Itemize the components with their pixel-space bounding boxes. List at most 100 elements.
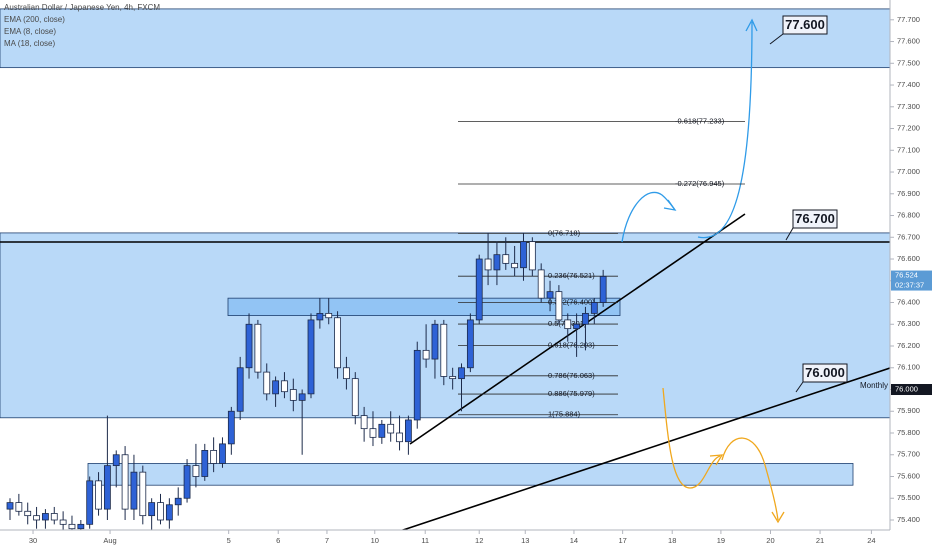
candle-body (219, 443, 226, 464)
candle-body (564, 319, 572, 330)
candle-body (440, 323, 448, 377)
x-tick-label: 17 (618, 536, 626, 545)
candle-body (15, 502, 23, 512)
monthly-price-label: 76.000 (895, 384, 918, 393)
x-tick-label: 11 (421, 536, 429, 545)
indicator-label: MA (18, close) (4, 39, 55, 48)
callout: 77.600 (785, 17, 825, 32)
candle-body (590, 302, 598, 314)
candle-body (59, 519, 67, 525)
time-axis (0, 530, 932, 550)
zone (0, 8, 891, 69)
zone (87, 463, 854, 486)
y-tick-label: 77.100 (897, 145, 920, 154)
callout: 76.700 (795, 211, 835, 226)
candle-body (130, 471, 138, 510)
callout-pointer (785, 227, 794, 241)
y-tick-label: 77.400 (897, 80, 920, 89)
candle-body (387, 423, 395, 434)
candle-body (325, 312, 333, 319)
candle-body (245, 323, 253, 369)
y-tick-label: 77.600 (897, 37, 920, 46)
candle-body (192, 465, 200, 477)
fib-label: 0.886(75.979) (548, 389, 595, 398)
candle-body (404, 419, 412, 443)
candle-body (422, 349, 430, 360)
x-tick-label: 19 (717, 536, 725, 545)
candle-body (466, 319, 474, 369)
candle-body (42, 513, 49, 521)
candle-body (148, 502, 156, 517)
candle-body (33, 515, 40, 521)
candle-body (582, 312, 589, 325)
y-tick-label: 76.600 (897, 254, 920, 263)
y-tick-label: 77.500 (897, 58, 920, 67)
arrow-head (663, 199, 677, 211)
candle-body (511, 262, 519, 269)
x-tick-label: 14 (570, 536, 578, 545)
candle-body (201, 450, 209, 477)
y-tick-label: 76.800 (897, 211, 920, 220)
candle-body (50, 513, 58, 521)
y-tick-label: 77.200 (897, 124, 920, 133)
candle-body (236, 367, 244, 412)
x-tick-label: 20 (766, 536, 774, 545)
y-tick-label: 75.500 (897, 493, 920, 502)
candle-body (210, 450, 218, 464)
x-tick-label: 5 (227, 536, 231, 545)
candle-body (24, 510, 32, 517)
chart-title: Australian Dollar / Japanese Yen, 4h, FX… (4, 3, 160, 12)
x-tick-label: 18 (668, 536, 676, 545)
x-tick-label: 24 (867, 536, 875, 545)
candle-body (77, 523, 85, 530)
candle-body (431, 323, 439, 360)
fib-label: 0(76.718) (548, 228, 581, 237)
candle-body (174, 497, 182, 506)
candle-body (475, 258, 483, 321)
candle-body (112, 454, 120, 467)
x-tick-label: 7 (325, 536, 329, 545)
candle-body (378, 423, 386, 438)
candle-body (165, 504, 173, 521)
y-tick-label: 76.300 (897, 319, 920, 328)
fib-label: -0.272(76.945) (675, 179, 725, 188)
arrow-head (745, 18, 758, 32)
candle-body (139, 471, 147, 517)
candle-body (458, 367, 465, 380)
callout-box (792, 209, 838, 229)
candle-body (316, 312, 324, 321)
candle-body (502, 254, 510, 264)
candle-body (555, 291, 563, 321)
candle-body (183, 465, 191, 499)
orange-path (662, 387, 721, 489)
candle-body (396, 432, 403, 443)
candle-body (86, 480, 94, 525)
candle-body (528, 241, 536, 271)
candle-body (263, 371, 271, 395)
candle-body (298, 393, 306, 401)
y-tick-label: 75.800 (897, 428, 920, 437)
x-tick-label: 30 (29, 536, 37, 545)
monthly-label: Monthly (860, 381, 888, 390)
candle-body (369, 428, 377, 438)
fib-label: 1(75.884) (548, 410, 581, 419)
y-tick-label: 75.900 (897, 406, 920, 415)
candle-body (121, 454, 129, 510)
candle-body (289, 389, 297, 401)
candle-body (6, 502, 14, 510)
candle-body (272, 380, 279, 395)
y-tick-label: 76.900 (897, 189, 920, 198)
fib-label: 0.236(76.521) (548, 271, 595, 280)
y-tick-label: 76.200 (897, 341, 920, 350)
y-tick-label: 75.400 (897, 515, 920, 524)
drawings (0, 18, 891, 532)
arrow-head (709, 454, 724, 466)
candle-body (307, 319, 315, 395)
x-tick-label: 6 (276, 536, 280, 545)
y-tick-label: 77.300 (897, 102, 920, 111)
orange-path (721, 437, 779, 521)
y-tick-label: 76.400 (897, 297, 920, 306)
candle-body (546, 291, 554, 299)
candle-body (360, 415, 368, 430)
